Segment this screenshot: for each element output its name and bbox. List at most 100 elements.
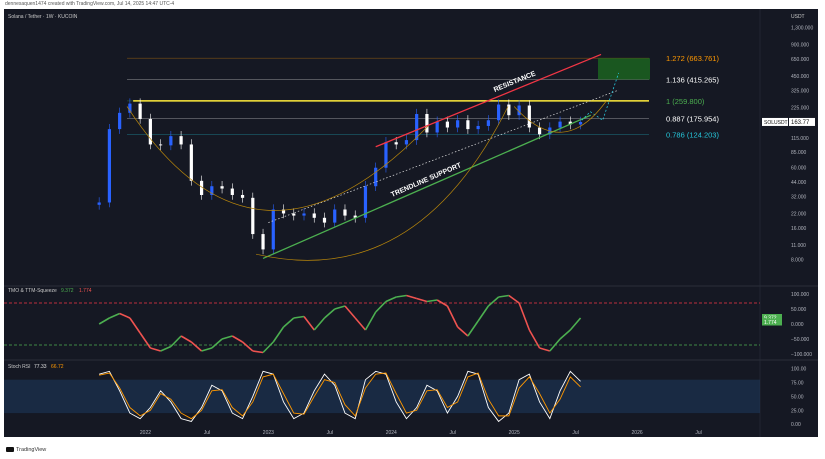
oscillator-segment — [559, 329, 571, 340]
stoch-value: 66.72 — [51, 364, 64, 370]
chart-frame[interactable]: Solana / Tether · 1W · KUCOIN USDT TMO & T… — [4, 9, 818, 437]
oscillator-segment — [293, 315, 305, 319]
chart-svg[interactable]: Solana / Tether · 1W · KUCOIN USDT TMO & T… — [4, 9, 818, 437]
oscillator-segment — [303, 316, 315, 331]
price-candle — [456, 120, 460, 128]
cup-arc — [255, 106, 509, 261]
oscillator-segment — [160, 345, 172, 352]
price-candle — [210, 186, 214, 195]
price-candle — [445, 121, 450, 128]
oscillator-segment — [549, 338, 561, 352]
price-candle — [97, 202, 101, 205]
stoch-value: 77.33 — [34, 364, 47, 370]
oscillator-segment — [406, 294, 417, 300]
resistance-trendline — [375, 53, 602, 148]
oscillator-segment — [180, 335, 192, 343]
price-candle — [322, 217, 327, 223]
time-axis-tick: Jul — [572, 430, 578, 436]
oscillator-axis-tick: −50.000 — [791, 337, 809, 343]
footer: TradingView — [6, 447, 46, 453]
price-candle — [199, 180, 204, 195]
price-candle — [138, 103, 142, 119]
oscillator-value-badge: 1.774 — [764, 320, 777, 326]
oscillator-segment — [498, 294, 509, 298]
oscillator-segment — [518, 302, 531, 331]
price-candle — [363, 186, 368, 218]
projection-arrow — [581, 72, 620, 121]
price-candle — [118, 112, 122, 130]
oscillator-segment — [242, 341, 254, 352]
price-candle — [220, 186, 224, 189]
price-candle — [537, 127, 542, 135]
price-candle — [312, 213, 316, 218]
price-candle — [271, 209, 275, 250]
stoch-k-line — [99, 370, 581, 423]
time-axis-tick: 2022 — [140, 430, 151, 436]
oscillator-segment — [528, 329, 541, 349]
fib-level-label: 0.887 (175.954) — [666, 115, 719, 124]
mid-channel-line — [268, 89, 619, 223]
price-axis-tick: 16.000 — [791, 226, 807, 232]
stoch-d-line — [99, 372, 581, 420]
oscillator-title: TMO & TTM-Squeeze — [8, 288, 57, 294]
price-candle — [148, 118, 152, 145]
price-axis-tick: 115.000 — [791, 136, 809, 142]
price-axis-tick: 8.000 — [791, 258, 804, 264]
last-price-symbol-box — [762, 117, 788, 126]
oscillator-segment — [334, 305, 346, 310]
price-candle — [159, 144, 163, 146]
trendline-support-label: TRENDLINE SUPPORT — [390, 162, 463, 199]
price-candle — [128, 103, 132, 113]
price-axis-tick: 1,300.000 — [791, 26, 813, 32]
oscillator-value-box — [762, 318, 782, 326]
time-axis-tick: 2023 — [263, 430, 274, 436]
handle-arc — [513, 100, 607, 133]
price-candle — [251, 197, 255, 235]
oscillator-segment — [170, 335, 182, 348]
oscillator-axis-tick: 100.000 — [791, 292, 809, 298]
time-axis-tick: 2024 — [386, 430, 397, 436]
price-axis-tick: 32.000 — [791, 194, 807, 200]
stoch-axis-tick: 25.00 — [791, 408, 804, 414]
oscillator-axis-tick: −100.000 — [791, 352, 812, 358]
tradingview-logo-icon — [6, 447, 14, 453]
time-axis-tick: 2026 — [632, 430, 643, 436]
oscillator-segment — [119, 312, 131, 319]
oscillator-segment — [231, 335, 243, 343]
oscillator-segment — [487, 296, 500, 307]
oscillator-segment — [477, 305, 490, 322]
price-candle — [230, 188, 234, 195]
oscillator-segment — [508, 294, 520, 304]
oscillator-segment — [262, 341, 274, 354]
oscillator-segment — [436, 299, 448, 307]
price-candle — [527, 105, 531, 128]
price-candle — [189, 144, 193, 181]
stoch-axis-tick: 0.00 — [791, 422, 801, 428]
oscillator-value: 9.372 — [61, 288, 74, 294]
price-candle — [415, 114, 419, 141]
oscillator-segment — [109, 312, 120, 319]
last-price-symbol: SOLUSDT — [764, 120, 788, 126]
time-axis-tick: Jul — [204, 430, 210, 436]
fib-level-label: 1 (259.800) — [666, 97, 705, 106]
price-candle — [281, 209, 286, 214]
price-candle — [507, 104, 511, 116]
price-candle — [558, 121, 562, 128]
price-candle — [179, 136, 183, 145]
price-candle — [353, 215, 357, 218]
price-candle — [240, 194, 245, 198]
price-candle — [578, 121, 583, 125]
price-candle — [333, 209, 337, 223]
last-price-value: 163.77 — [791, 120, 810, 126]
price-candle — [466, 120, 470, 130]
price-axis-tick: 60.000 — [791, 166, 807, 172]
oscillator-axis-tick: 50.000 — [791, 307, 807, 313]
footer-brand: TradingView — [16, 447, 47, 453]
price-panel-title: Solana / Tether · 1W · KUCOIN — [8, 14, 78, 20]
price-candle — [384, 142, 388, 168]
price-candle — [435, 121, 439, 133]
price-candle — [425, 114, 429, 133]
oscillator-segment — [344, 305, 356, 319]
oscillator-segment — [252, 350, 264, 354]
oscillator-segment — [364, 311, 377, 331]
